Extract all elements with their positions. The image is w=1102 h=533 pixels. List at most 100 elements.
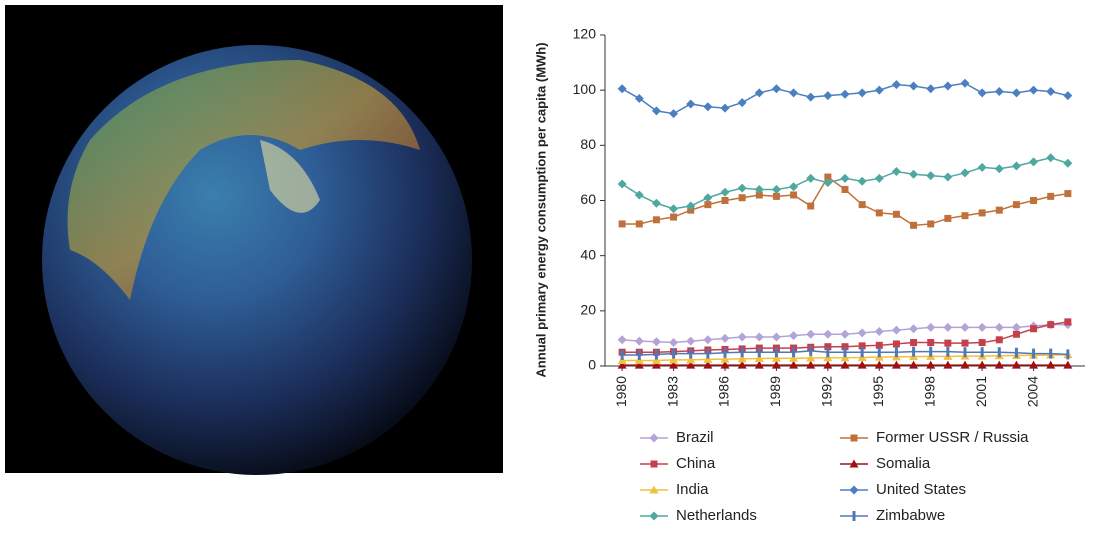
x-tick-label: 1983 [664,376,680,407]
marker [926,323,935,332]
marker [912,347,915,357]
marker [703,335,712,344]
marker [841,174,850,183]
marker [618,179,627,188]
marker [703,102,712,111]
marker [842,186,849,193]
marker [910,222,917,229]
marker [721,334,730,343]
y-tick-label: 120 [573,26,597,42]
marker [758,347,761,357]
legend-label: Zimbabwe [876,507,945,524]
marker [875,174,884,183]
marker [944,215,951,222]
marker [655,349,658,359]
page: Annual primary energy consumption per ca… [0,0,1102,528]
legend-label: Former USSR / Russia [876,429,1029,446]
marker [618,84,627,93]
marker [858,177,867,186]
legend-marker [850,486,859,495]
x-tick-label: 1998 [921,376,937,407]
marker [689,349,692,359]
marker [841,90,850,99]
marker [892,167,901,176]
marker [844,347,847,357]
legend-marker [651,461,658,468]
marker [944,340,951,347]
legend-label: India [676,481,709,498]
marker [1046,87,1055,96]
marker [806,330,815,339]
marker [875,86,884,95]
marker [1047,321,1054,328]
marker [892,326,901,335]
x-tick-label: 2004 [1024,376,1040,407]
marker [722,197,729,204]
marker [876,209,883,216]
legend-label: China [676,455,716,472]
series-line [622,177,1068,225]
marker [635,190,644,199]
marker [926,171,935,180]
marker [1049,349,1052,359]
legend-marker [853,511,856,521]
marker [978,163,987,172]
marker [1030,197,1037,204]
marker [979,339,986,346]
marker [686,337,695,346]
marker [738,184,747,193]
marker [1012,88,1021,97]
marker [790,191,797,198]
marker [929,347,932,357]
legend-marker [851,435,858,442]
legend-label: United States [876,481,966,498]
marker [995,323,1004,332]
marker [909,170,918,179]
marker [926,84,935,93]
y-tick-label: 80 [580,136,596,152]
marker [962,340,969,347]
marker [755,333,764,342]
marker [669,338,678,347]
x-tick-label: 1980 [613,376,629,407]
marker [909,82,918,91]
marker [1030,325,1037,332]
marker [1046,153,1055,162]
marker [669,204,678,213]
legend-label: Netherlands [676,507,757,524]
marker [978,323,987,332]
marker [943,323,952,332]
marker [1063,159,1072,168]
marker [789,331,798,340]
marker [741,347,744,357]
marker [995,87,1004,96]
marker [1047,193,1054,200]
marker [1064,318,1071,325]
marker [686,99,695,108]
y-axis-label: Annual primary energy consumption per ca… [533,42,548,377]
marker [858,88,867,97]
legend-marker [650,512,659,521]
marker [772,185,781,194]
marker [946,347,949,357]
marker [910,339,917,346]
marker [859,201,866,208]
legend-label: Somalia [876,455,931,472]
marker [1066,349,1069,359]
marker [1012,162,1021,171]
legend-marker [650,434,659,443]
marker [618,335,627,344]
marker [672,349,675,359]
marker [962,212,969,219]
marker [927,220,934,227]
marker [961,168,970,177]
marker [721,188,730,197]
marker [943,173,952,182]
marker [927,339,934,346]
marker [653,216,660,223]
marker [619,220,626,227]
marker [841,330,850,339]
marker [706,349,709,359]
marker [724,348,727,358]
series-line [622,158,1068,209]
